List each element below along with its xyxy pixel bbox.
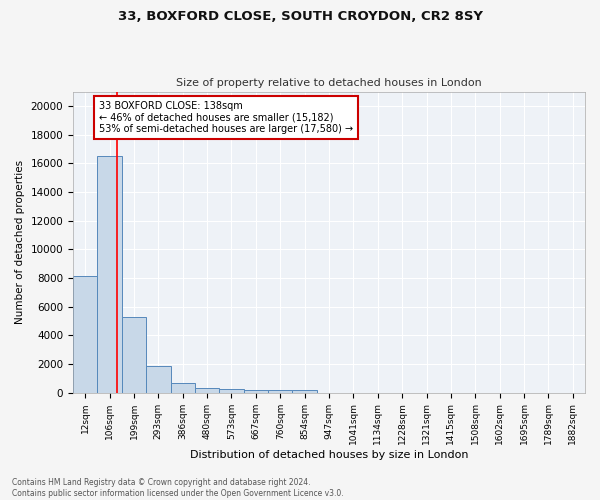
Bar <box>170 382 195 392</box>
Text: 33, BOXFORD CLOSE, SOUTH CROYDON, CR2 8SY: 33, BOXFORD CLOSE, SOUTH CROYDON, CR2 8S… <box>118 10 482 23</box>
Bar <box>244 390 268 392</box>
Bar <box>195 388 220 392</box>
Bar <box>97 156 122 392</box>
Title: Size of property relative to detached houses in London: Size of property relative to detached ho… <box>176 78 482 88</box>
Bar <box>122 316 146 392</box>
X-axis label: Distribution of detached houses by size in London: Distribution of detached houses by size … <box>190 450 468 460</box>
Bar <box>292 390 317 392</box>
Bar <box>220 390 244 392</box>
Bar <box>146 366 170 392</box>
Y-axis label: Number of detached properties: Number of detached properties <box>15 160 25 324</box>
Bar <box>73 276 97 392</box>
Text: Contains HM Land Registry data © Crown copyright and database right 2024.
Contai: Contains HM Land Registry data © Crown c… <box>12 478 344 498</box>
Bar <box>268 390 292 392</box>
Text: 33 BOXFORD CLOSE: 138sqm
← 46% of detached houses are smaller (15,182)
53% of se: 33 BOXFORD CLOSE: 138sqm ← 46% of detach… <box>98 100 353 134</box>
